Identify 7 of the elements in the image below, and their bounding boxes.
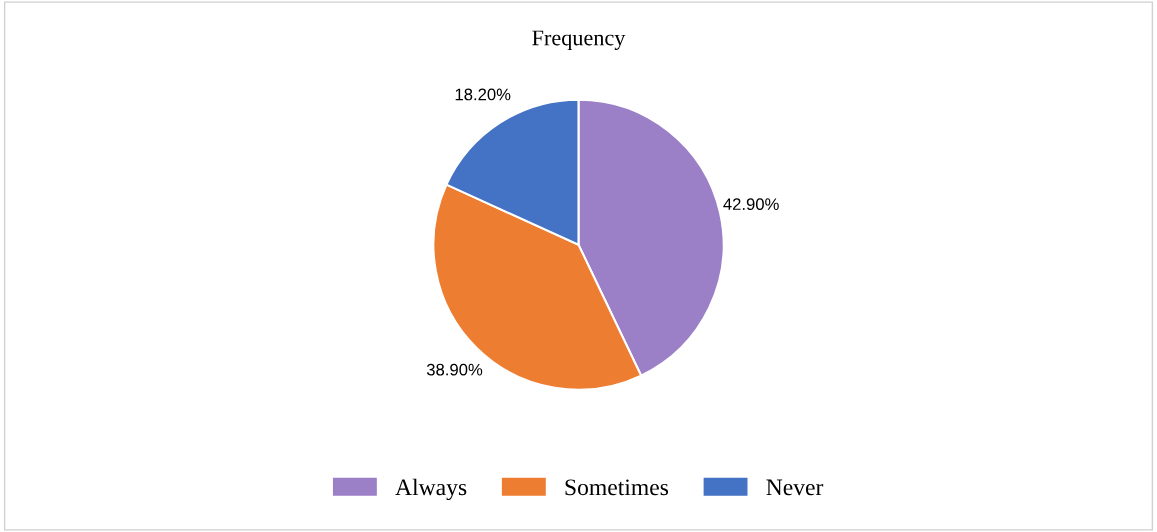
data-label: 42.90%: [723, 198, 779, 211]
data-label: 38.90%: [426, 363, 483, 376]
legend-label: Never: [766, 479, 824, 496]
legend-label: Sometimes: [565, 479, 669, 496]
chart-title: Frequency: [532, 30, 626, 50]
data-label: 18.20%: [455, 88, 511, 101]
legend-label: Always: [395, 478, 467, 501]
